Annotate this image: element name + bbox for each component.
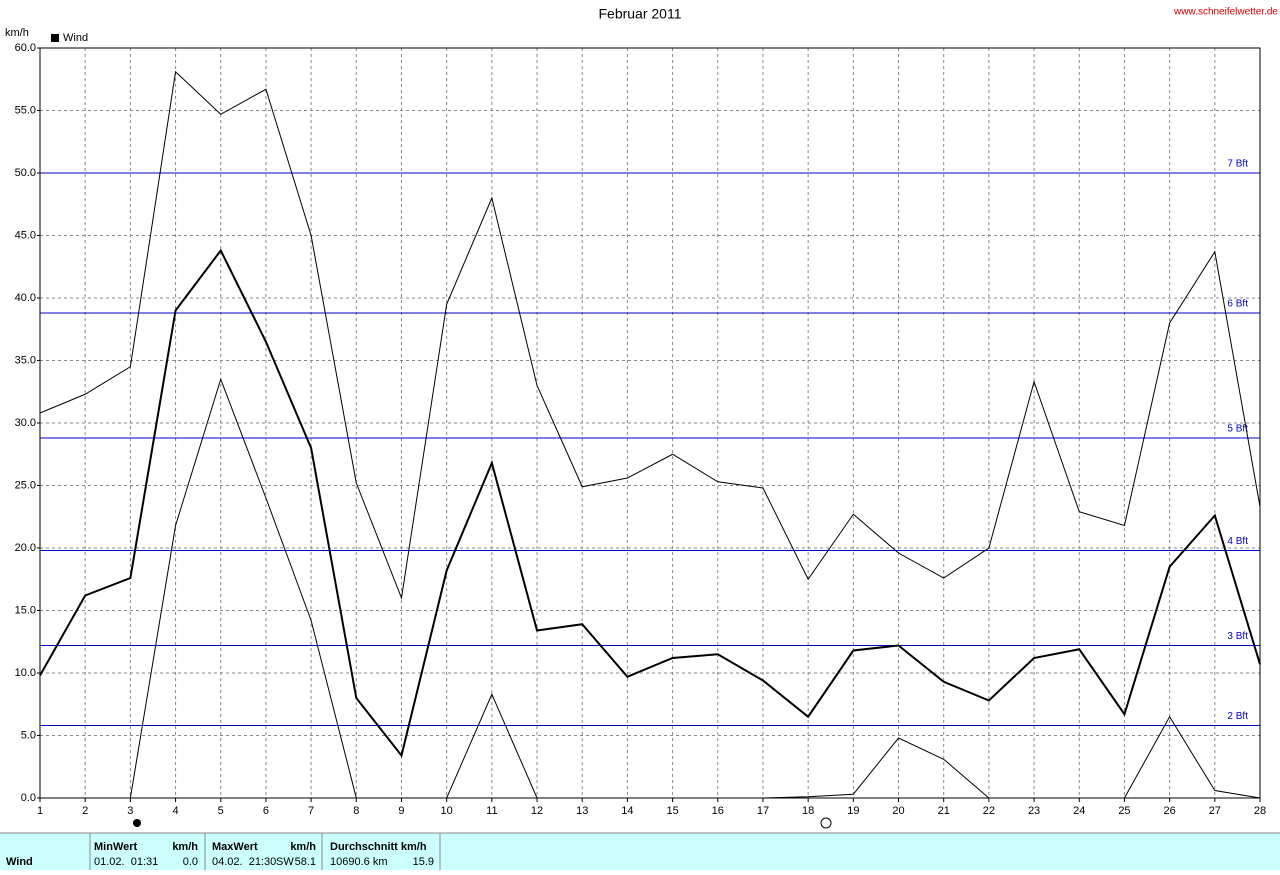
x-tick-label: 12 [531, 805, 543, 817]
x-tick-label: 20 [892, 805, 904, 817]
x-tick-label: 8 [353, 805, 359, 817]
reference-label: 3 Bft [1227, 631, 1248, 642]
x-tick-label: 19 [847, 805, 859, 817]
row-label: Wind [6, 856, 33, 868]
x-tick-label: 24 [1073, 805, 1085, 817]
y-tick-label: 0.0 [21, 792, 36, 804]
x-tick-label: 18 [802, 805, 814, 817]
cell: 04.02. 21:30 [212, 856, 276, 868]
x-tick-label: 21 [938, 805, 950, 817]
x-tick-label: 15 [666, 805, 678, 817]
x-tick-label: 25 [1118, 805, 1130, 817]
x-tick-label: 16 [712, 805, 724, 817]
y-tick-label: 5.0 [21, 729, 36, 741]
x-tick-label: 28 [1254, 805, 1266, 817]
x-tick-label: 14 [621, 805, 633, 817]
cell: 01.02. 01:31 [94, 856, 158, 868]
cell: 15.9 [413, 856, 434, 868]
reference-label: 7 Bft [1227, 159, 1248, 170]
x-tick-label: 10 [441, 805, 453, 817]
x-tick-label: 2 [82, 805, 88, 817]
x-tick-label: 11 [486, 805, 497, 817]
y-tick-label: 50.0 [15, 167, 36, 179]
reference-label: 4 Bft [1227, 536, 1248, 547]
x-tick-label: 7 [308, 805, 314, 817]
y-axis-label: km/h [5, 27, 29, 39]
reference-label: 6 Bft [1227, 299, 1248, 310]
data-line [39, 70, 1261, 600]
data-line [39, 248, 1261, 758]
legend-label: Wind [63, 32, 88, 44]
col-unit: km/h [172, 841, 198, 853]
moon-full [820, 817, 832, 829]
cell: 0.0 [183, 856, 198, 868]
cell: SW [276, 856, 294, 868]
y-tick-label: 40.0 [15, 292, 36, 304]
y-tick-label: 25.0 [15, 479, 36, 491]
cell: 10690.6 km [330, 856, 387, 868]
x-tick-label: 22 [983, 805, 995, 817]
moon-new [133, 819, 141, 827]
x-tick-label: 27 [1209, 805, 1221, 817]
col-header: Durchschnitt km/h [330, 841, 427, 853]
cell: 58.1 [295, 856, 316, 868]
col-unit: km/h [290, 841, 316, 853]
reference-label: 2 Bft [1227, 711, 1248, 722]
x-tick-label: 1 [37, 805, 43, 817]
y-tick-label: 20.0 [15, 542, 36, 554]
x-tick-label: 3 [127, 805, 133, 817]
col-header: MaxWert [212, 841, 258, 853]
y-tick-label: 30.0 [15, 417, 36, 429]
y-tick-label: 60.0 [15, 42, 36, 54]
y-tick-label: 45.0 [15, 229, 36, 241]
chart-title: Februar 2011 [598, 6, 681, 22]
x-tick-label: 5 [218, 805, 224, 817]
x-tick-label: 6 [263, 805, 269, 817]
reference-label: 5 Bft [1227, 424, 1248, 435]
y-tick-label: 55.0 [15, 104, 36, 116]
table-bg [0, 833, 1280, 870]
x-tick-label: 23 [1028, 805, 1040, 817]
x-tick-label: 4 [172, 805, 178, 817]
y-tick-label: 15.0 [15, 604, 36, 616]
y-tick-label: 10.0 [15, 667, 36, 679]
x-tick-label: 17 [757, 805, 769, 817]
x-tick-label: 9 [398, 805, 404, 817]
x-tick-label: 26 [1164, 805, 1176, 817]
data-line [40, 377, 1261, 799]
col-header: MinWert [94, 841, 138, 853]
x-tick-label: 13 [576, 805, 588, 817]
source: www.schneifelwetter.de [1173, 7, 1278, 18]
legend-swatch [51, 34, 59, 42]
stats-table: Wind MinWert km/h 01.02. 01:31 0.0 MaxWe… [0, 832, 1280, 870]
y-tick-label: 35.0 [15, 354, 36, 366]
